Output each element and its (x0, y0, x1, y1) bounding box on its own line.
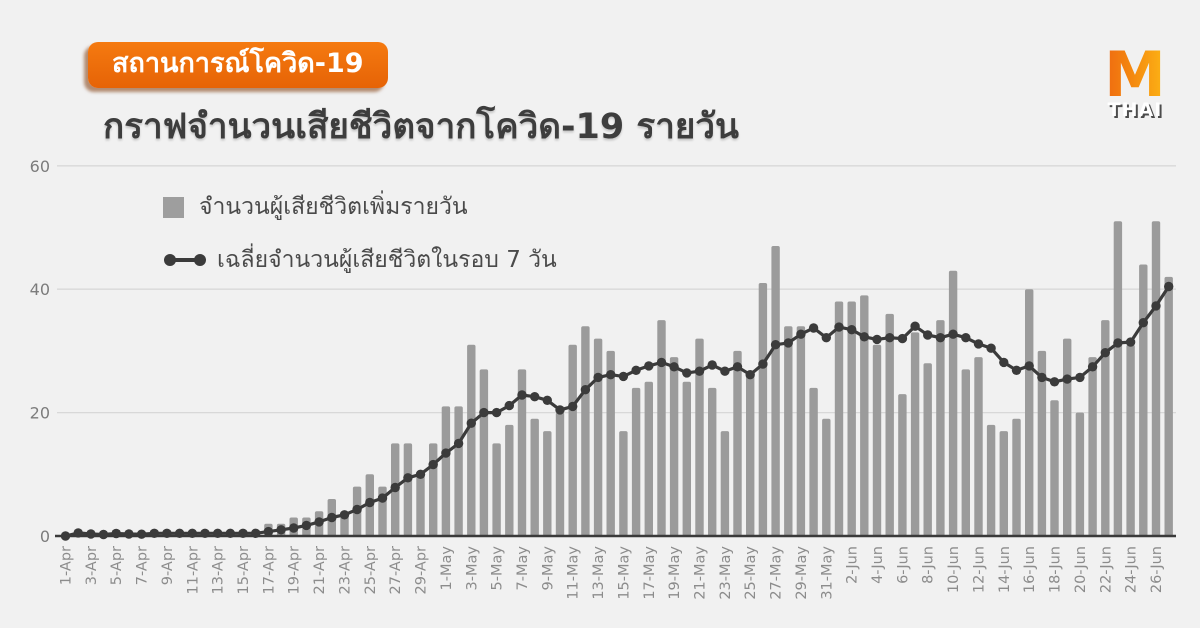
svg-text:17-May: 17-May (642, 546, 658, 600)
logo-thai-shadow: THAI (1110, 101, 1165, 123)
svg-text:29-May: 29-May (794, 546, 810, 600)
svg-text:18-Jun: 18-Jun (1048, 546, 1064, 593)
svg-text:9-Apr: 9-Apr (160, 546, 176, 585)
gridlines (57, 165, 1176, 414)
svg-text:29-Apr: 29-Apr (414, 546, 430, 594)
seven-day-average-line (60, 281, 1174, 541)
svg-text:15-Apr: 15-Apr (236, 546, 252, 594)
svg-text:26-Jun: 26-Jun (1149, 546, 1165, 593)
chart-legend: จำนวนผู้เสียชีวิตเพิ่มรายวัน เฉลี่ยจำนวน… (163, 189, 557, 295)
deaths-bar-chart: 1-Apr 3-Apr 5-Apr 7-Apr 9-Apr 11-Apr 13-Apr 15-… (30, 157, 1176, 600)
svg-text:27-Apr: 27-Apr (388, 546, 404, 594)
logo-m-letter: M (1104, 40, 1166, 111)
svg-text:17-Apr: 17-Apr (261, 546, 277, 594)
svg-text:16-Jun: 16-Jun (1022, 546, 1038, 593)
svg-text:21-Apr: 21-Apr (312, 546, 328, 594)
legend-item-daily-deaths: จำนวนผู้เสียชีวิตเพิ่มรายวัน (163, 189, 557, 225)
legend-bars-label: จำนวนผู้เสียชีวิตเพิ่มรายวัน (199, 194, 468, 220)
svg-text:3-Apr: 3-Apr (84, 546, 100, 585)
svg-text:23-Apr: 23-Apr (338, 546, 354, 594)
svg-text:8-Jun: 8-Jun (921, 546, 937, 584)
logo-thai-text: THAI (1108, 99, 1163, 121)
svg-text:27-May: 27-May (769, 546, 785, 600)
mthai-logo: M THAI THAI (1090, 38, 1180, 124)
svg-text:12-Jun: 12-Jun (972, 546, 988, 593)
svg-text:20-Jun: 20-Jun (1073, 546, 1089, 593)
svg-text:31-May: 31-May (819, 546, 835, 600)
svg-text:2-Jun: 2-Jun (845, 546, 861, 584)
svg-text:11-May: 11-May (566, 546, 582, 600)
legend-line-label: เฉลี่ยจำนวนผู้เสียชีวิตในรอบ 7 วัน (217, 247, 557, 273)
svg-text:23-May: 23-May (718, 546, 734, 600)
svg-text:40: 40 (30, 280, 50, 299)
svg-text:24-Jun: 24-Jun (1124, 546, 1140, 593)
mthai-logo-graphic: M THAI THAI (1104, 38, 1166, 123)
svg-text:21-May: 21-May (693, 546, 709, 600)
svg-text:11-Apr: 11-Apr (185, 546, 201, 594)
svg-text:5-May: 5-May (490, 546, 506, 591)
svg-text:13-May: 13-May (591, 546, 607, 600)
page-title: กราฟจำนวนเสียชีวิตจากโควิด-19 รายวัน (103, 107, 739, 147)
badge-covid-situation: สถานการณ์โควิด-19 (88, 42, 388, 88)
svg-text:19-May: 19-May (667, 546, 683, 600)
svg-text:0: 0 (40, 527, 50, 546)
svg-text:13-Apr: 13-Apr (211, 546, 227, 594)
svg-text:22-Jun: 22-Jun (1098, 546, 1114, 593)
bar-swatch-icon (163, 196, 184, 218)
svg-text:6-Jun: 6-Jun (895, 546, 911, 584)
svg-text:60: 60 (30, 157, 50, 176)
svg-text:10-Jun: 10-Jun (946, 546, 962, 593)
svg-text:9-May: 9-May (540, 546, 556, 591)
svg-text:3-May: 3-May (464, 546, 480, 591)
svg-text:19-Apr: 19-Apr (287, 546, 303, 594)
svg-text:14-Jun: 14-Jun (997, 546, 1013, 593)
svg-text:7-May: 7-May (515, 546, 531, 591)
svg-text:1-May: 1-May (439, 546, 455, 591)
svg-text:4-Jun: 4-Jun (870, 546, 886, 584)
daily-deaths-bars (74, 221, 1173, 537)
legend-item-7day-average: เฉลี่ยจำนวนผู้เสียชีวิตในรอบ 7 วัน (163, 242, 557, 278)
svg-text:5-Apr: 5-Apr (109, 546, 125, 585)
svg-text:7-Apr: 7-Apr (135, 546, 151, 585)
y-axis-tick-labels: 0 20 40 60 (30, 157, 50, 546)
svg-text:25-Apr: 25-Apr (363, 546, 379, 594)
svg-text:25-May: 25-May (743, 546, 759, 600)
x-axis-tick-labels: 1-Apr 3-Apr 5-Apr 7-Apr 9-Apr 11-Apr 13-Apr 15-… (59, 546, 1166, 600)
svg-text:15-May: 15-May (616, 546, 632, 600)
svg-text:20: 20 (30, 404, 50, 423)
svg-text:1-Apr: 1-Apr (59, 546, 75, 585)
line-marker-icon (164, 254, 206, 266)
